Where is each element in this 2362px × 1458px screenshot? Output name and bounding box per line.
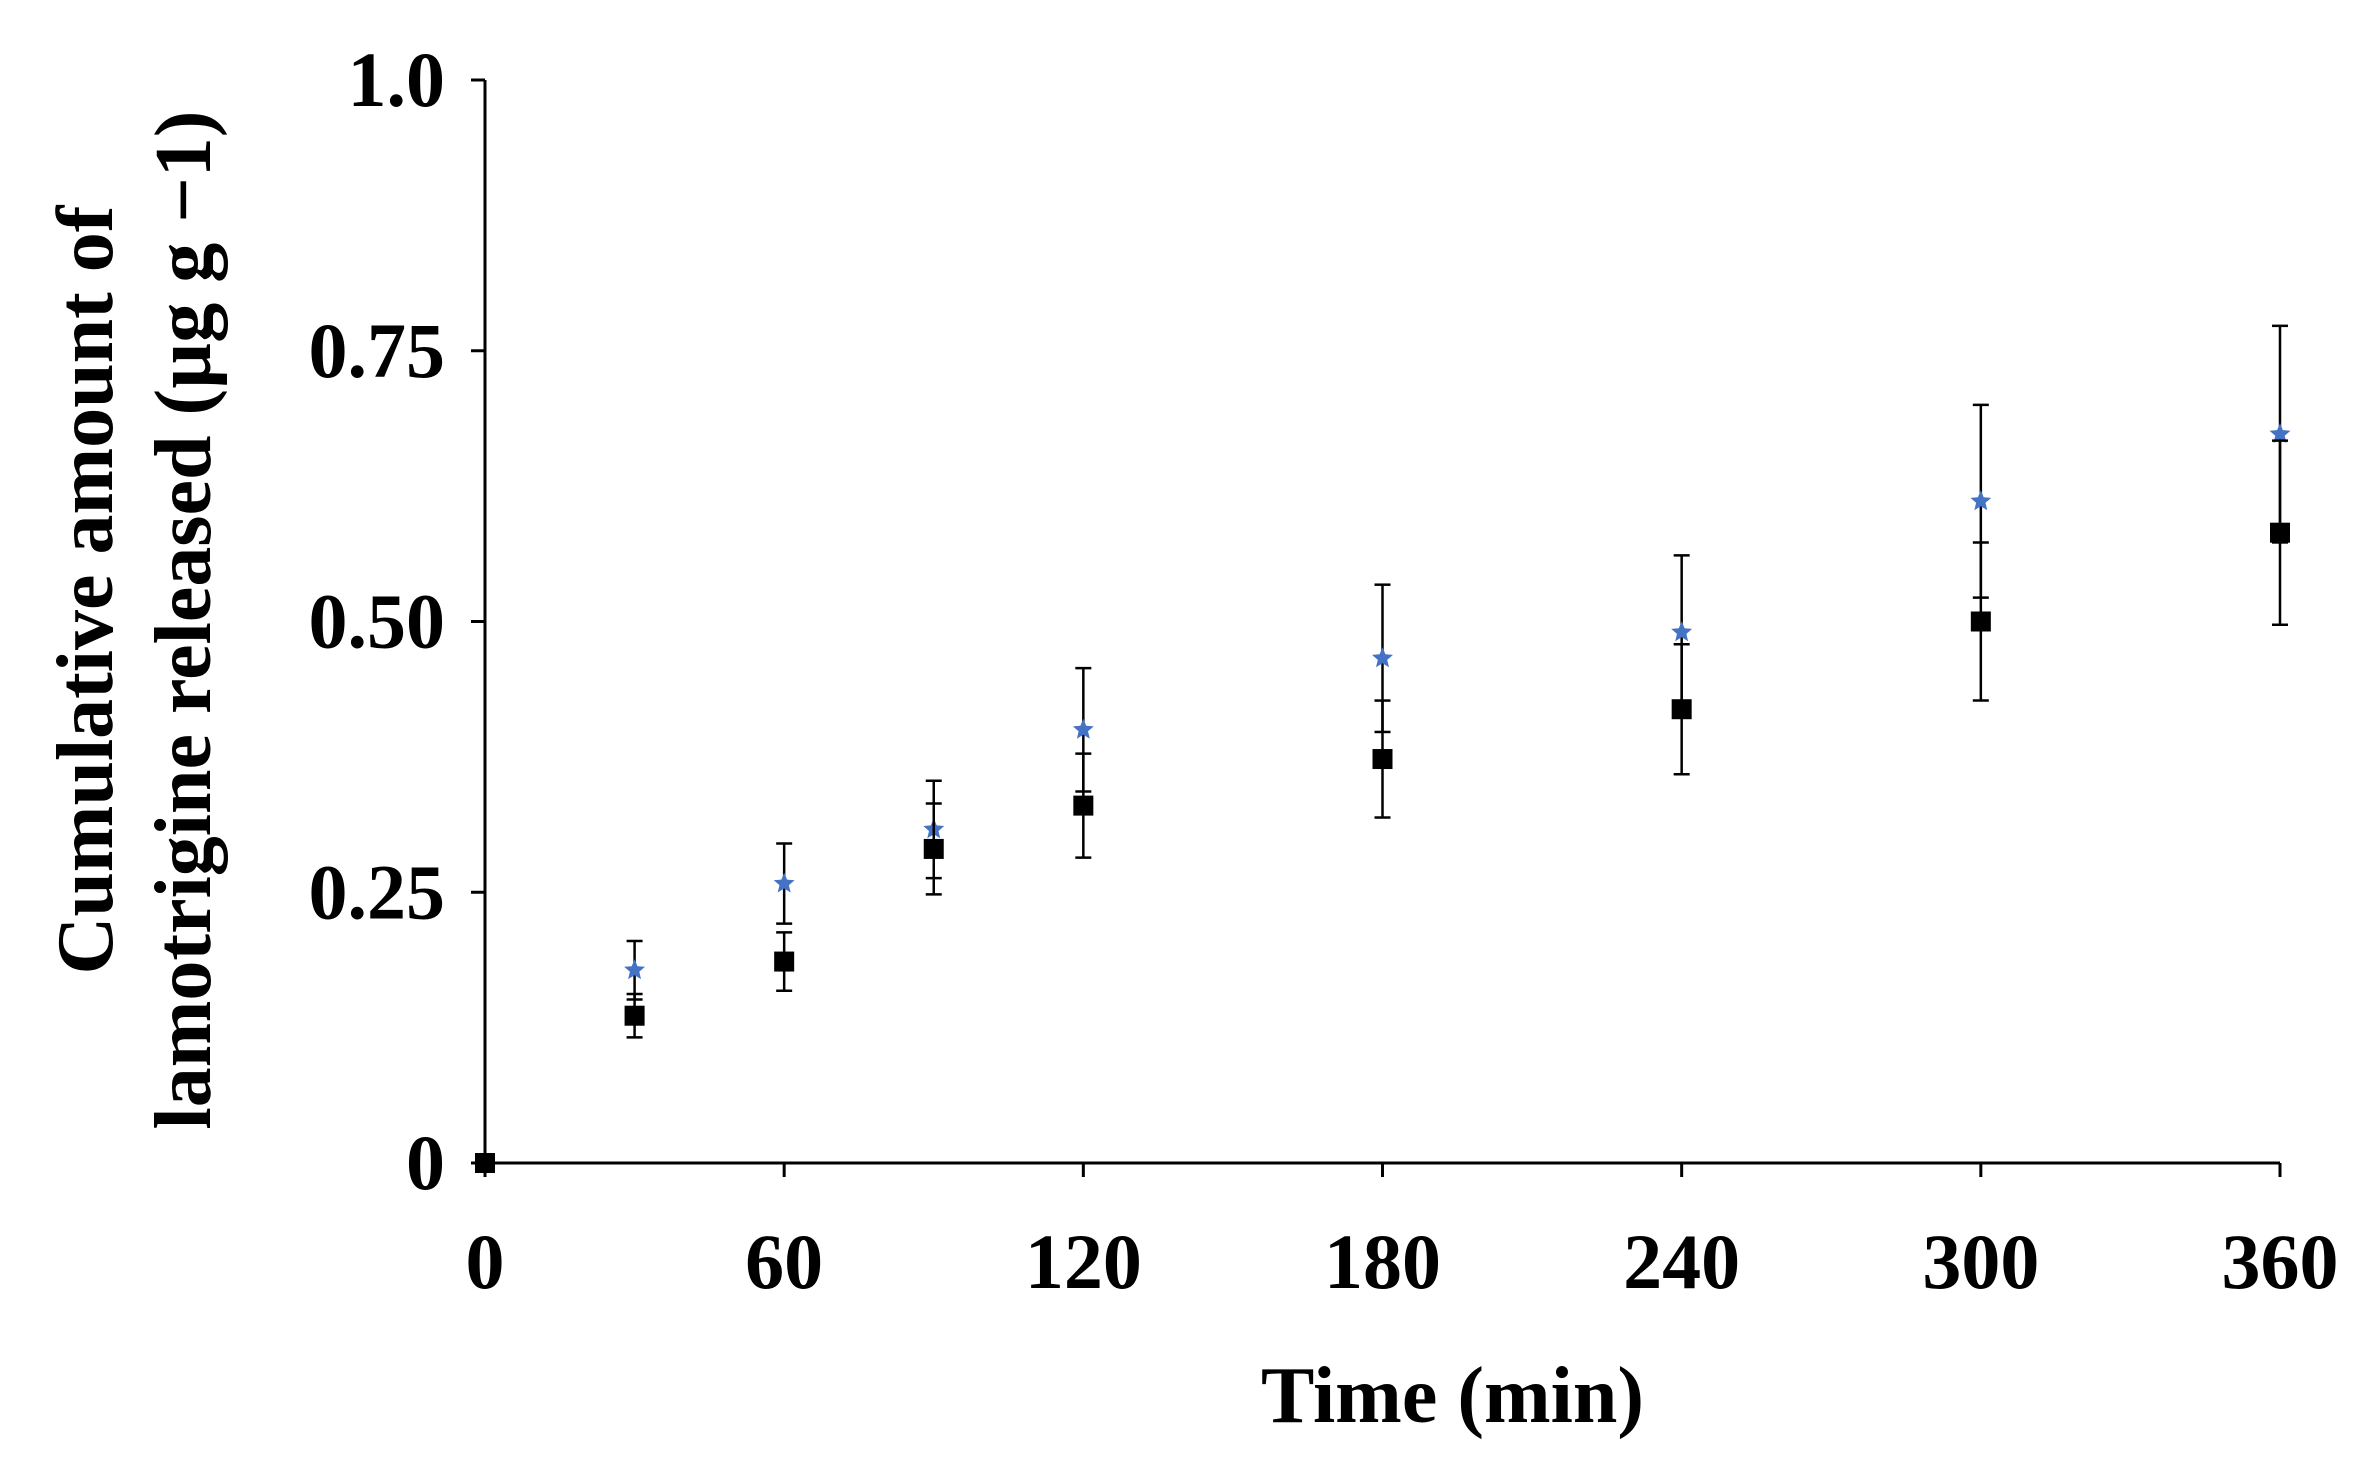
y-tick-label: 0.25 xyxy=(309,848,446,935)
data-point-square xyxy=(1372,749,1393,770)
y-tick-label: 0.75 xyxy=(309,307,446,394)
x-tick-label: 120 xyxy=(1025,1218,1142,1305)
axes: 0 0.25 0.50 0.75 1.0 0 60 120 180 240 300 360 xyxy=(309,36,2339,1305)
data-point-square xyxy=(475,1153,495,1173)
x-tick-label: 0 xyxy=(466,1218,505,1305)
data-point-star xyxy=(773,872,795,893)
data-point-star xyxy=(2269,423,2291,443)
y-axis-title-line-2: lamotrigine released (µg g −1) xyxy=(140,111,228,1130)
data-point-star xyxy=(1970,490,1992,511)
x-tick-label: 240 xyxy=(1623,1218,1740,1305)
data-point-square xyxy=(1073,795,1094,816)
y-tick-label: 0 xyxy=(406,1119,445,1206)
series-2 xyxy=(475,439,2290,1173)
x-tick-label: 300 xyxy=(1922,1218,2039,1305)
x-tick-label: 180 xyxy=(1324,1218,1441,1305)
y-tick-label: 0.50 xyxy=(309,578,446,665)
data-point-star xyxy=(1072,718,1094,739)
x-tick-label: 360 xyxy=(2222,1218,2339,1305)
x-tick-label: 60 xyxy=(745,1218,823,1305)
data-point-star xyxy=(1372,647,1393,668)
data-point-square xyxy=(1671,699,1692,720)
data-point-square xyxy=(923,838,944,859)
data-point-square xyxy=(2270,522,2290,543)
data-point-square xyxy=(774,951,795,972)
data-point-square xyxy=(1970,611,1991,632)
x-axis-title: Time (min) xyxy=(1261,1352,1644,1440)
data-point-square xyxy=(624,1005,645,1026)
data-marks xyxy=(475,324,2291,1173)
y-axis-title-line-1: Cumulative amount of xyxy=(42,204,130,974)
data-point-star xyxy=(1671,621,1693,642)
data-point-star xyxy=(624,959,645,980)
y-tick-label: 1.0 xyxy=(348,36,446,123)
